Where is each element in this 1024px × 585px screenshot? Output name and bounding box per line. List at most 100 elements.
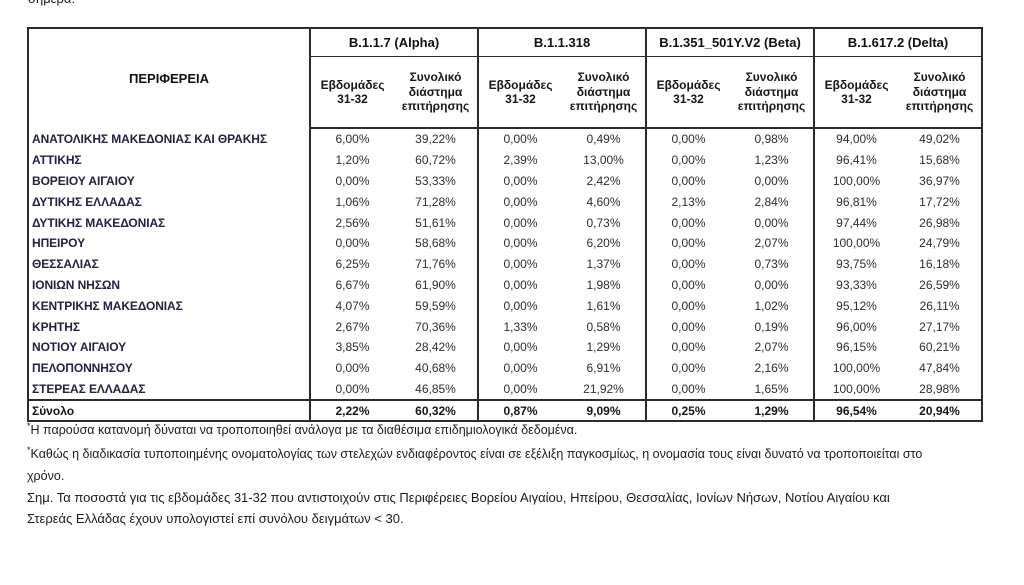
note-small-samples: Σημ. Τα ποσοστά για τις εβδομάδες 31-32 … [27,490,890,527]
region-name: ΚΡΗΤΗΣ [32,319,80,334]
cell-value: 1,98% [586,277,621,292]
variant-header-beta: B.1.351_501Y.V2 (Beta) [645,28,815,57]
cell-value: 1,29% [586,340,621,355]
cell-value: 0,00% [754,215,789,230]
cell-value: 1,20% [309,149,394,171]
cell-value: 27,17% [919,319,960,334]
region-name: ΚΕΝΤΡΙΚΗΣ ΜΑΚΕΔΟΝΙΑΣ [32,298,183,313]
cell-value: 51,61% [415,215,456,230]
table-row: ΒΟΡΕΙΟΥ ΑΙΓΑΙΟΥ 0,00% 53,33% 0,00% 2,42% 0,00… [28,170,982,192]
total-value: 96,54% [813,399,899,422]
table-row: ΣΤΕΡΕΑΣ ΕΛΛΑΔΑΣ 0,00% 46,85% 0,00% 21,92% 0,0… [28,378,982,401]
cell-value: 46,85% [415,381,456,396]
cell-value: 2,16% [754,361,789,376]
subheader-weeks: Εβδομάδες 31-32 [477,56,563,129]
cell-value: 0,00% [477,357,563,379]
cell-value: 100,00% [813,378,899,401]
cell-value: 16,18% [919,257,960,272]
region-name: ΔΥΤΙΚΗΣ ΜΑΚΕΔΟΝΙΑΣ [32,215,166,230]
table-row: ΑΤΤΙΚΗΣ 1,20% 60,72% 2,39% 13,00% 0,00% 1,23% 9… [28,149,982,171]
cell-value: 1,61% [586,298,621,313]
region-name: ΙΟΝΙΩΝ ΝΗΣΩΝ [32,277,120,292]
cell-value: 40,68% [415,361,456,376]
cell-value: 100,00% [813,357,899,379]
footnote-distribution: *Η παρούσα κατανομή δύναται να τροποποιη… [27,421,987,437]
cell-value: 2,84% [754,194,789,209]
cell-value: 0,00% [645,316,731,337]
cell-value: 0,00% [309,170,394,192]
cell-value: 4,60% [586,194,621,209]
cell-value: 6,25% [309,253,394,275]
region-name: ΑΤΤΙΚΗΣ [32,153,82,168]
variant-header-b11318: B.1.1.318 [477,28,647,57]
table-row: ΘΕΣΣΑΛΙΑΣ 6,25% 71,76% 0,00% 1,37% 0,00% 0,73%… [28,253,982,275]
region-name: ΠΕΛΟΠΟΝΝΗΣΟΥ [32,361,133,376]
cell-value: 0,00% [477,232,563,254]
cell-value: 0,00% [754,173,789,188]
cell-value: 0,00% [309,232,394,254]
cell-value: 0,00% [645,149,731,171]
cell-value: 0,00% [477,212,563,233]
table-footer: Σύνολο 2,22% 60,32% 0,87% 9,09% 0,25% 1,… [28,399,983,422]
cell-value: 6,00% [309,128,394,150]
cell-value: 97,44% [813,212,899,233]
table-row: ΑΝΑΤΟΛΙΚΗΣ ΜΑΚΕΔΟΝΙΑΣ ΚΑΙ ΘΡΑΚΗΣ 6,00% 39,… [28,128,982,150]
cell-value: 0,00% [477,128,563,150]
cell-value: 93,75% [813,253,899,275]
cell-value: 47,84% [919,361,960,376]
footnote-text: Καθώς η διαδικασία τυποποιημένης ονοματο… [27,447,923,484]
table-row: ΚΡΗΤΗΣ 2,67% 70,36% 1,33% 0,58% 0,00% 0,19% 96,… [28,316,982,337]
cell-value: 96,81% [813,191,899,213]
cell-value: 0,00% [645,232,731,254]
cell-value: 60,21% [919,340,960,355]
cell-value: 28,98% [919,381,960,396]
cell-value: 0,00% [645,295,731,317]
footnote-marker: * [27,421,31,431]
cell-value: 1,23% [754,153,789,168]
cell-value: 0,00% [645,212,731,233]
cell-value: 17,72% [919,194,960,209]
cell-value: 2,07% [754,236,789,251]
subheader-row: Εβδομάδες 31-32 Συνολικό διάστημα επιτήρ… [28,56,983,129]
subheader-total-period: Συνολικό διάστημα επιτήρησης [394,56,479,129]
cell-value: 0,00% [477,336,563,358]
cell-value: 58,68% [415,236,456,251]
table-body: ΑΝΑΤΟΛΙΚΗΣ ΜΑΚΕΔΟΝΙΑΣ ΚΑΙ ΘΡΑΚΗΣ 6,00% 39,… [28,128,982,401]
cell-value: 1,37% [586,257,621,272]
cell-value: 1,33% [477,316,563,337]
region-name: ΒΟΡΕΙΟΥ ΑΙΓΑΙΟΥ [32,173,135,188]
subheader-total-period: Συνολικό διάστημα επιτήρησης [898,56,983,129]
subheader-total-period: Συνολικό διάστημα επιτήρησης [730,56,815,129]
region-name: ΘΕΣΣΑΛΙΑΣ [32,257,99,272]
footnote-text: Η παρούσα κατανομή δύναται να τροποποιηθ… [30,423,578,438]
cell-value: 100,00% [813,170,899,192]
table-row: ΚΕΝΤΡΙΚΗΣ ΜΑΚΕΔΟΝΙΑΣ 4,07% 59,59% 0,00% 1,61… [28,295,982,317]
region-name: ΝΟΤΙΟΥ ΑΙΓΑΙΟΥ [32,340,127,355]
cell-value: 95,12% [813,295,899,317]
cell-value: 6,91% [586,361,621,376]
cell-value: 61,90% [415,277,456,292]
cell-value: 0,00% [645,274,731,296]
cell-value: 96,15% [813,336,899,358]
total-value: 0,25% [645,399,731,422]
cell-value: 2,07% [754,340,789,355]
cell-value: 0,00% [477,274,563,296]
cell-value: 0,00% [477,170,563,192]
cell-value: 0,00% [645,170,731,192]
cell-value: 71,76% [415,257,456,272]
cell-value: 0,00% [477,191,563,213]
cell-value: 39,22% [415,132,456,147]
cell-value: 28,42% [415,340,456,355]
cell-value: 0,00% [754,277,789,292]
cell-value: 0,00% [477,295,563,317]
total-value: 0,87% [477,399,563,422]
cell-value: 0,00% [645,128,731,150]
cell-value: 0,19% [754,319,789,334]
variant-header-row: ΠΕΡΙΦΕΡΕΙΑ B.1.1.7 (Alpha) B.1.1.318 B.1… [28,28,983,128]
cell-value: 24,79% [919,236,960,251]
cell-value: 2,42% [586,173,621,188]
cell-value: 93,33% [813,274,899,296]
variants-by-region-table: ΠΕΡΙΦΕΡΕΙΑ B.1.1.7 (Alpha) B.1.1.318 B.1… [27,27,984,423]
cell-value: 2,13% [645,191,731,213]
cell-value: 100,00% [813,232,899,254]
